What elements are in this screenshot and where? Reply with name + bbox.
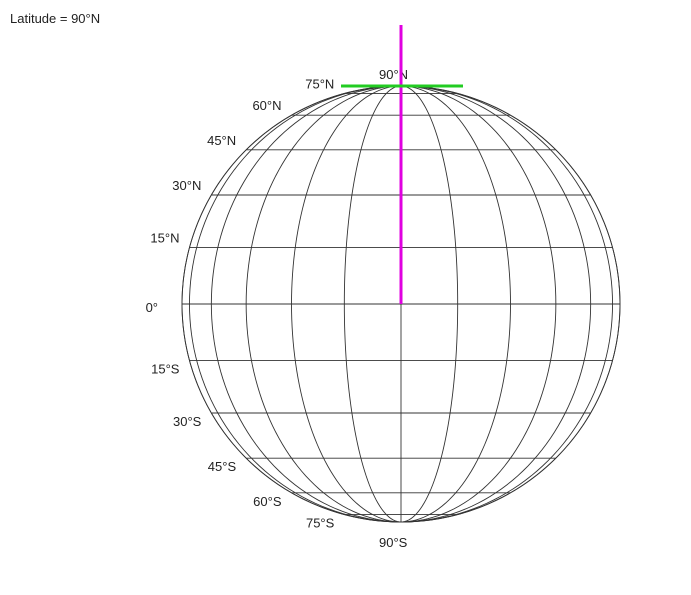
- meridian-line: [400, 85, 511, 523]
- meridian-line: [189, 85, 402, 523]
- meridian-line: [400, 85, 592, 523]
- latitude-label: 60°N: [252, 98, 281, 113]
- meridian-line: [181, 85, 402, 523]
- latitude-label: 45°N: [207, 133, 236, 148]
- meridian-line: [400, 85, 613, 523]
- latitude-label: 75°S: [306, 516, 335, 531]
- latitude-label: 15°S: [151, 361, 180, 376]
- meridian-line: [400, 85, 557, 523]
- meridian-line: [400, 85, 621, 523]
- latitude-label: 30°S: [173, 414, 202, 429]
- meridian-line: [291, 85, 402, 523]
- meridian-line: [210, 85, 402, 523]
- latitude-label: 45°S: [208, 459, 237, 474]
- latitude-label: 75°N: [305, 76, 334, 91]
- latitude-label: 90°N: [379, 67, 408, 82]
- latitude-label: 30°N: [172, 178, 201, 193]
- latitude-label: 90°S: [379, 535, 408, 550]
- meridian-line: [343, 85, 402, 523]
- latitude-label: 0°: [146, 300, 158, 315]
- latitude-labels: 90°N 75°N 60°N 45°N 30°N 15°N 0° 15°S 30°S 45°S 60…: [146, 67, 408, 550]
- meridian-line: [245, 85, 402, 523]
- latitude-label: 15°N: [150, 231, 179, 246]
- indicator-overlay: [341, 25, 463, 304]
- meridian-line: [400, 85, 459, 523]
- latitude-label: 60°S: [253, 494, 282, 509]
- latitude-readout: Latitude = 90°N: [10, 11, 101, 26]
